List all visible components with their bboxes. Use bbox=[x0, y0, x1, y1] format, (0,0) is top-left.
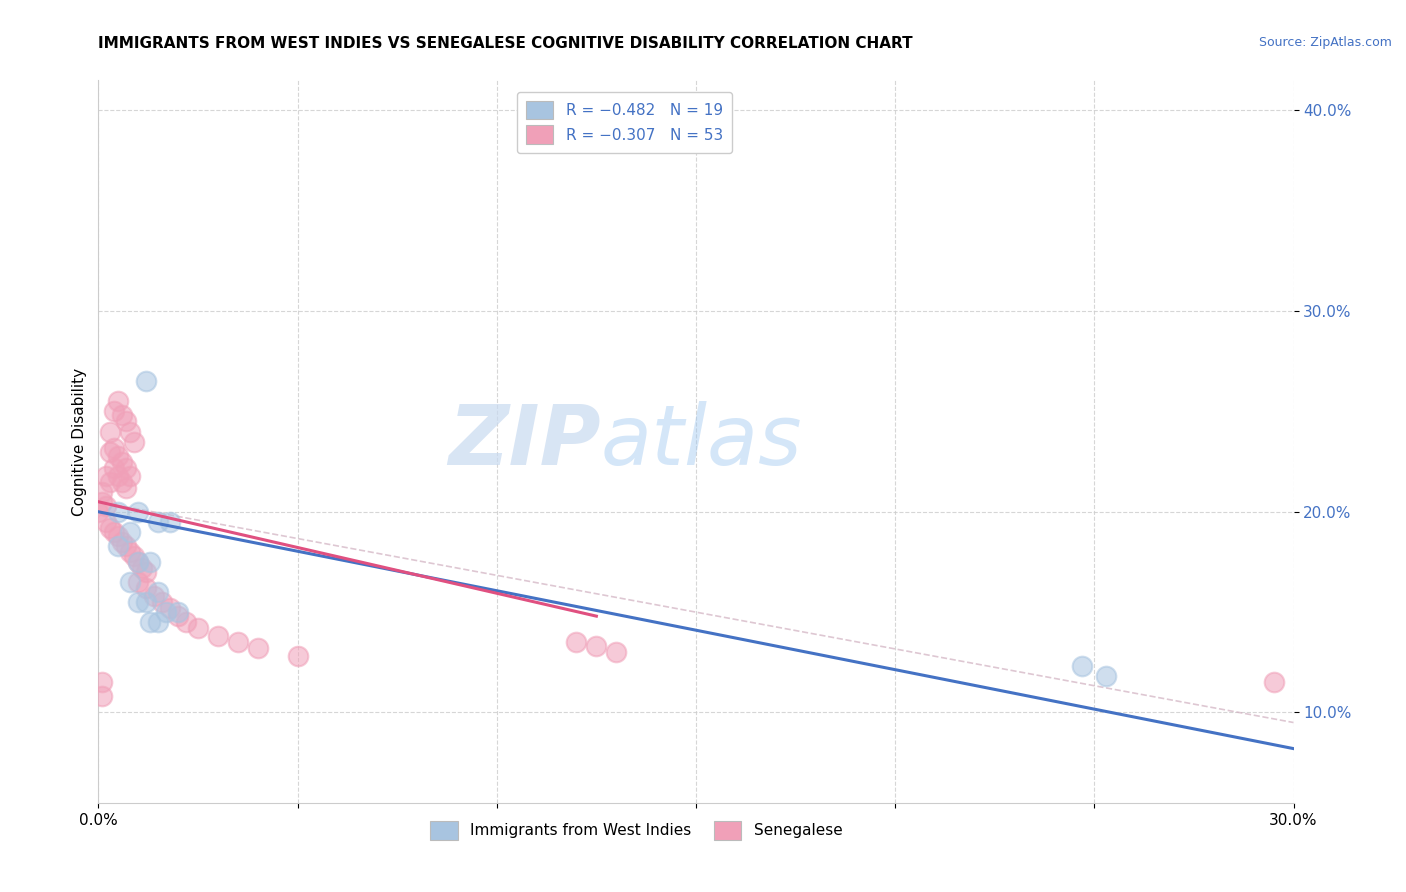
Point bbox=[155, 605, 177, 619]
Point bbox=[120, 545, 142, 559]
Point bbox=[124, 434, 146, 449]
Legend: Immigrants from West Indies, Senegalese: Immigrants from West Indies, Senegalese bbox=[425, 815, 848, 846]
Point bbox=[107, 505, 129, 519]
Point bbox=[174, 615, 197, 630]
Y-axis label: Cognitive Disability: Cognitive Disability bbox=[72, 368, 87, 516]
Point bbox=[103, 441, 125, 455]
Point bbox=[115, 539, 138, 553]
Point bbox=[107, 539, 129, 553]
Point bbox=[127, 574, 149, 589]
Point bbox=[107, 468, 129, 483]
Point bbox=[127, 555, 149, 569]
Point bbox=[605, 645, 627, 659]
Point bbox=[120, 468, 142, 483]
Point bbox=[159, 601, 181, 615]
Point bbox=[96, 468, 118, 483]
Point bbox=[111, 455, 134, 469]
Text: atlas: atlas bbox=[600, 401, 801, 482]
Point bbox=[120, 425, 142, 439]
Text: IMMIGRANTS FROM WEST INDIES VS SENEGALESE COGNITIVE DISABILITY CORRELATION CHART: IMMIGRANTS FROM WEST INDIES VS SENEGALES… bbox=[98, 36, 912, 51]
Point bbox=[107, 449, 129, 463]
Point bbox=[120, 524, 142, 539]
Point bbox=[148, 615, 170, 630]
Point bbox=[135, 595, 157, 609]
Point bbox=[131, 561, 153, 575]
Point bbox=[107, 394, 129, 409]
Point bbox=[91, 690, 114, 704]
Point bbox=[127, 555, 149, 569]
Point bbox=[98, 444, 122, 458]
Point bbox=[159, 515, 181, 529]
Point bbox=[91, 484, 114, 499]
Point bbox=[103, 524, 125, 539]
Point bbox=[135, 581, 157, 595]
Point bbox=[135, 565, 157, 579]
Point bbox=[115, 414, 138, 429]
Point bbox=[287, 649, 309, 664]
Point bbox=[135, 374, 157, 388]
Point bbox=[150, 595, 173, 609]
Point bbox=[148, 515, 170, 529]
Point bbox=[107, 529, 129, 543]
Point bbox=[115, 481, 138, 495]
Point bbox=[91, 494, 114, 508]
Point bbox=[1071, 659, 1094, 673]
Point bbox=[96, 499, 118, 513]
Point bbox=[148, 585, 170, 599]
Point bbox=[124, 549, 146, 563]
Point bbox=[120, 574, 142, 589]
Point bbox=[111, 409, 134, 423]
Point bbox=[246, 641, 269, 656]
Point bbox=[98, 425, 122, 439]
Point bbox=[143, 589, 166, 603]
Point bbox=[139, 555, 162, 569]
Point bbox=[127, 595, 149, 609]
Point bbox=[1263, 675, 1285, 690]
Point bbox=[187, 621, 209, 635]
Point bbox=[98, 475, 122, 489]
Point bbox=[207, 629, 229, 643]
Point bbox=[96, 515, 118, 529]
Point bbox=[103, 404, 125, 418]
Text: Source: ZipAtlas.com: Source: ZipAtlas.com bbox=[1258, 36, 1392, 49]
Point bbox=[111, 475, 134, 489]
Point bbox=[585, 639, 607, 653]
Point bbox=[91, 675, 114, 690]
Point bbox=[139, 615, 162, 630]
Point bbox=[167, 605, 190, 619]
Point bbox=[127, 505, 149, 519]
Point bbox=[1095, 669, 1118, 683]
Point bbox=[167, 609, 190, 624]
Point bbox=[565, 635, 588, 649]
Point bbox=[98, 521, 122, 535]
Point bbox=[87, 505, 110, 519]
Point bbox=[111, 534, 134, 549]
Point bbox=[226, 635, 249, 649]
Point bbox=[115, 460, 138, 475]
Text: ZIP: ZIP bbox=[447, 401, 600, 482]
Point bbox=[103, 460, 125, 475]
